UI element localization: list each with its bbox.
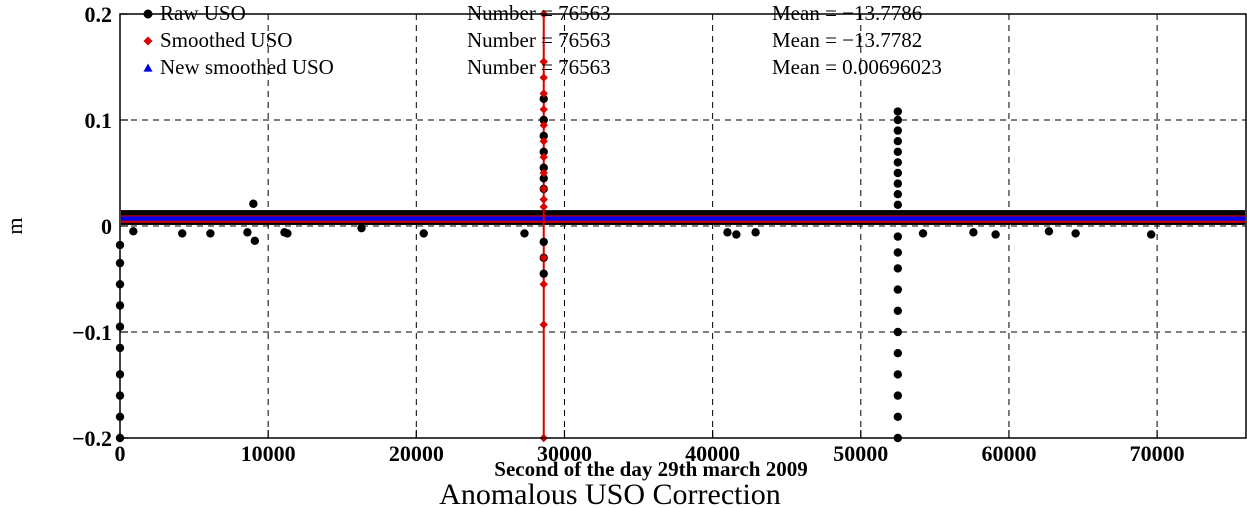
legend-marker-0 <box>143 9 153 19</box>
data-point-0 <box>419 229 428 238</box>
x-axis-label: Second of the day 29th march 2009 <box>494 457 807 481</box>
data-point-1 <box>539 168 548 178</box>
data-point-1 <box>539 137 548 146</box>
x-tick-label: 0 <box>115 441 126 466</box>
data-point-0 <box>243 228 252 237</box>
x-tick-label: 10000 <box>241 441 296 466</box>
x-tick-label: 70000 <box>1130 441 1185 466</box>
data-point-1 <box>539 320 548 329</box>
data-point-0 <box>539 131 548 141</box>
data-point-1 <box>539 89 548 98</box>
data-point-0 <box>283 229 292 238</box>
data-point-0 <box>539 163 548 172</box>
x-tick-label: 50000 <box>833 441 888 466</box>
legend-marker-2 <box>143 63 153 72</box>
data-bands <box>121 210 1245 225</box>
y-tick-label: 0.1 <box>85 108 113 133</box>
legend-label-2: New smoothed USO <box>160 55 334 79</box>
data-point-0 <box>893 107 903 116</box>
data-point-0 <box>893 306 903 315</box>
y-tick-label: −0.1 <box>72 320 112 345</box>
data-point-0 <box>893 168 903 178</box>
data-point-0 <box>732 230 741 239</box>
x-tick-label: 60000 <box>981 441 1036 466</box>
data-point-0 <box>893 370 903 379</box>
data-point-0 <box>893 232 903 241</box>
series-band-2 <box>121 216 1245 221</box>
data-point-0 <box>178 229 187 238</box>
legend-number-1: Number = 76563 <box>467 28 611 52</box>
grid-lines <box>120 14 1246 438</box>
data-point-0 <box>893 248 903 257</box>
y-axis-label: m <box>2 217 27 234</box>
y-tick-label: −0.2 <box>72 426 112 451</box>
data-point-0 <box>893 285 903 294</box>
data-point-0 <box>893 412 903 421</box>
data-point-0 <box>357 223 366 233</box>
data-point-0 <box>129 227 138 236</box>
legend-number-2: Number = 76563 <box>467 55 611 79</box>
data-point-0 <box>893 126 903 135</box>
legend-label-1: Smoothed USO <box>160 28 292 52</box>
data-point-0 <box>1071 229 1080 238</box>
chart-title: Anomalous USO Correction <box>439 478 781 508</box>
data-point-1 <box>539 105 548 114</box>
data-point-0 <box>1146 230 1156 239</box>
data-point-1 <box>539 121 548 130</box>
data-point-0 <box>893 391 903 400</box>
x-tick-label: 20000 <box>389 441 444 466</box>
data-point-0 <box>249 199 258 208</box>
legend-label-0: Raw USO <box>160 1 246 25</box>
y-tick-label: 0.2 <box>85 2 113 27</box>
data-point-0 <box>893 264 903 273</box>
legend-number-0: Number = 76563 <box>467 1 611 25</box>
y-tick-label: 0 <box>101 214 112 239</box>
data-point-0 <box>893 115 903 125</box>
data-point-0 <box>539 147 548 156</box>
data-point-1 <box>539 202 548 212</box>
legend: Raw USO Number = 76563 Mean = −13.7786 Smoo… <box>143 1 942 79</box>
data-point-0 <box>723 228 732 237</box>
data-point-0 <box>991 230 1000 239</box>
data-point-0 <box>250 236 260 246</box>
data-point-0 <box>539 174 548 183</box>
data-point-0 <box>539 237 548 247</box>
data-point-1 <box>539 152 548 162</box>
legend-mean-0: Mean = −13.7786 <box>772 1 922 25</box>
data-point-0 <box>751 228 760 237</box>
data-point-0 <box>893 147 903 156</box>
data-point-0 <box>1044 227 1054 236</box>
x-tick-label: 30000 <box>537 441 592 466</box>
legend-marker-1 <box>143 36 153 46</box>
data-point-0 <box>893 137 903 146</box>
data-point-0 <box>206 229 215 238</box>
data-point-1 <box>539 57 548 66</box>
data-point-0 <box>893 158 903 167</box>
data-point-1 <box>539 73 548 82</box>
data-point-0 <box>539 94 548 104</box>
data-point-0 <box>893 179 903 188</box>
data-point-0 <box>539 115 548 125</box>
data-point-0 <box>893 327 903 337</box>
data-point-1 <box>539 195 548 204</box>
legend-mean-2: Mean = 0.00696023 <box>772 55 942 79</box>
data-point-0 <box>918 229 928 238</box>
data-point-1 <box>539 184 548 194</box>
data-point-0 <box>520 229 529 238</box>
data-point-0 <box>893 190 903 199</box>
data-point-0 <box>893 200 903 209</box>
data-point-0 <box>969 228 978 237</box>
axis-ticks: 0 10000 20000 30000 40000 50000 60000 70000 −0.2… <box>72 2 1185 466</box>
data-point-1 <box>539 280 548 289</box>
data-point-1 <box>539 253 548 262</box>
legend-mean-1: Mean = −13.7782 <box>772 28 922 52</box>
data-point-0 <box>893 349 903 358</box>
data-point-0 <box>539 269 548 278</box>
x-tick-label: 40000 <box>685 441 740 466</box>
